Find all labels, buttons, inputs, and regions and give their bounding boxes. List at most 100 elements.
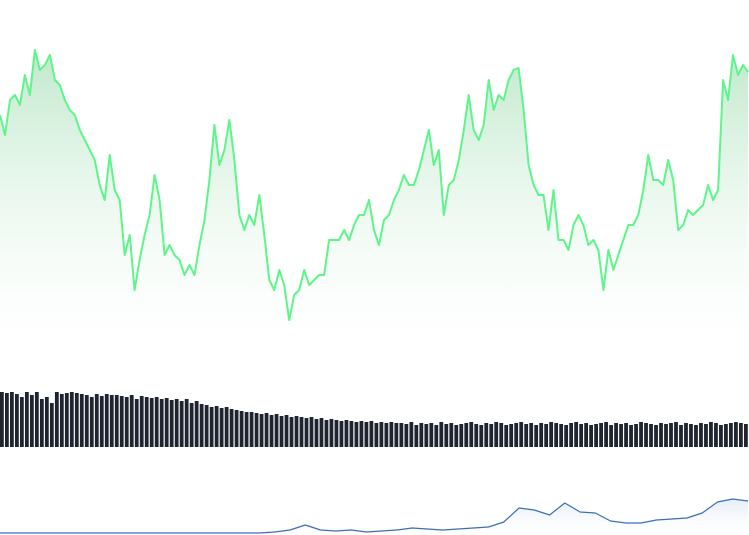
volume-bar: [269, 415, 274, 447]
volume-bar: [154, 397, 159, 447]
volume-bar: [364, 422, 369, 447]
volume-bar: [179, 401, 184, 447]
volume-bar: [149, 398, 154, 447]
volume-bar: [724, 424, 728, 447]
volume-bar: [429, 423, 434, 447]
volume-bar: [559, 424, 564, 447]
volume-bar: [549, 422, 554, 447]
volume-bar: [174, 399, 179, 447]
volume-bar: [539, 423, 544, 447]
volume-bar: [194, 401, 199, 447]
volume-bar: [314, 419, 319, 447]
area-fill: [0, 499, 748, 535]
volume-bar: [24, 392, 29, 447]
volume-bar: [454, 425, 459, 447]
volume-bar: [464, 423, 469, 447]
volume-bar: [289, 417, 294, 447]
volume-bar: [104, 394, 109, 447]
volume-bar: [554, 423, 559, 447]
volume-bar: [729, 423, 733, 447]
volume-bar: [49, 403, 54, 447]
volume-bar: [699, 423, 703, 447]
volume-bar: [589, 425, 594, 447]
volume-bar: [39, 399, 44, 447]
volume-bar: [164, 398, 169, 447]
volume-bar: [219, 408, 224, 447]
volume-bar: [44, 397, 49, 447]
volume-bar: [109, 395, 114, 447]
volume-bar: [344, 420, 349, 447]
volume-bar: [414, 425, 419, 447]
volume-bar: [524, 424, 529, 447]
volume-bar: [419, 423, 424, 447]
volume-bar: [229, 409, 234, 447]
volume-bar: [504, 425, 509, 447]
volume-bar: [644, 423, 648, 447]
volume-bar: [744, 424, 748, 447]
volume-bar: [54, 392, 59, 447]
volume-bar: [184, 399, 189, 447]
volume-bar: [89, 397, 94, 447]
volume-bar: [249, 412, 254, 447]
volume-bar: [584, 423, 589, 447]
volume-bar: [369, 421, 374, 447]
volume-bar: [239, 411, 244, 447]
volume-bar: [649, 424, 653, 447]
volume-bar: [579, 424, 584, 447]
volume-bar: [349, 421, 354, 447]
volume-bar: [564, 425, 569, 447]
volume-bar: [709, 422, 713, 447]
volume-bar: [354, 422, 359, 447]
volume-bar: [509, 424, 514, 447]
volume-bar: [514, 423, 519, 447]
volume-bar: [694, 425, 698, 447]
volume-bar: [719, 425, 723, 447]
volume-bar: [679, 425, 683, 447]
volume-bar: [274, 414, 279, 447]
volume-bar: [374, 423, 379, 447]
volume-bar: [434, 425, 439, 447]
volume-bar: [359, 421, 364, 447]
volume-bar: [404, 424, 409, 447]
volume-bar: [334, 420, 339, 447]
volume-bar: [169, 400, 174, 447]
price-line: [0, 49, 749, 321]
volume-bar: [19, 397, 24, 447]
volume-bar: [294, 416, 299, 447]
volume-bar: [399, 423, 404, 447]
volume-bar: [284, 415, 289, 447]
volume-bar: [594, 424, 598, 447]
volume-bar: [734, 422, 738, 447]
volume-bar: [634, 424, 638, 447]
volume-bar: [534, 425, 539, 447]
volume-bar: [739, 423, 743, 447]
volume-bar: [424, 424, 429, 447]
volume-bar: [519, 422, 524, 447]
volume-bar: [574, 422, 579, 447]
volume-bar: [714, 423, 718, 447]
volume-bar: [4, 393, 9, 447]
volume-bar: [144, 397, 149, 447]
volume-bar: [604, 422, 608, 447]
volume-bar: [654, 425, 658, 447]
volume-bar: [319, 418, 324, 447]
volume-bar: [14, 394, 19, 447]
volume-bar: [484, 423, 489, 447]
volume-bar: [379, 422, 384, 447]
volume-bar: [479, 425, 484, 447]
volume-bar: [84, 395, 89, 447]
volume-bar: [329, 419, 334, 447]
volume-bar: [394, 423, 399, 447]
volume-bar: [129, 395, 134, 447]
volume-bar: [79, 394, 84, 447]
volume-bar: [189, 403, 194, 447]
volume-bar: [389, 422, 394, 447]
volume-bar: [689, 424, 693, 447]
area-fill: [0, 50, 748, 350]
volume-bar: [69, 392, 74, 447]
volume-bar: [124, 397, 129, 447]
volume-bar: [259, 414, 264, 447]
volume-bar: [139, 396, 144, 447]
volume-bar: [384, 423, 389, 447]
